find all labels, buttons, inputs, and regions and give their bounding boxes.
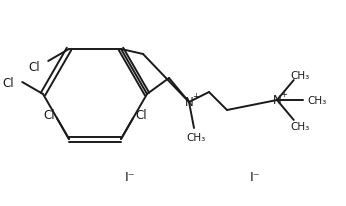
Text: CH₃: CH₃ xyxy=(290,121,309,131)
Text: +: + xyxy=(281,90,288,99)
Text: Cl: Cl xyxy=(2,77,14,90)
Text: N: N xyxy=(185,96,193,109)
Text: N: N xyxy=(273,94,281,107)
Text: Cl: Cl xyxy=(43,108,55,121)
Text: +: + xyxy=(193,92,199,101)
Text: CH₃: CH₃ xyxy=(307,96,327,105)
Text: CH₃: CH₃ xyxy=(186,132,206,142)
Text: Cl: Cl xyxy=(135,108,147,121)
Text: I⁻: I⁻ xyxy=(249,171,261,184)
Text: CH₃: CH₃ xyxy=(290,71,309,81)
Text: I⁻: I⁻ xyxy=(125,171,135,184)
Text: Cl: Cl xyxy=(28,61,40,74)
